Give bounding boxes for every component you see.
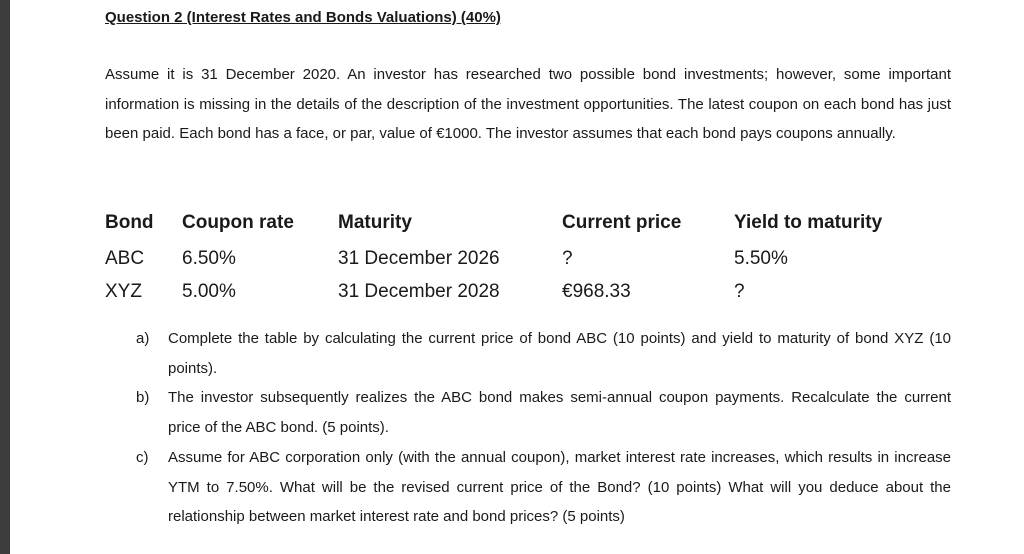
- question-letter: a): [136, 330, 150, 347]
- cell-bond: ABC: [105, 248, 145, 269]
- cell-coupon-rate: 5.00%: [182, 281, 236, 302]
- question-text: Complete the table by calculating the cu…: [168, 330, 951, 377]
- question-item-a: a) Complete the table by calculating the…: [136, 324, 951, 383]
- cell-current-price: ?: [562, 248, 573, 269]
- header-current-price: Current price: [562, 212, 682, 233]
- cell-bond: XYZ: [105, 281, 142, 302]
- question-item-c: c) Assume for ABC corporation only (with…: [136, 443, 951, 532]
- header-coupon-rate: Coupon rate: [182, 212, 294, 233]
- cell-yield-to-maturity: 5.50%: [734, 248, 788, 269]
- header-bond: Bond: [105, 212, 154, 233]
- question-item-b: b) The investor subsequently realizes th…: [136, 383, 951, 442]
- intro-paragraph: Assume it is 31 December 2020. An invest…: [105, 66, 951, 143]
- question-heading: Question 2 (Interest Rates and Bonds Val…: [105, 9, 501, 26]
- cell-coupon-rate: 6.50%: [182, 248, 236, 269]
- document-page: Question 2 (Interest Rates and Bonds Val…: [10, 0, 1024, 554]
- cell-yield-to-maturity: ?: [734, 281, 745, 302]
- question-letter: c): [136, 448, 149, 466]
- cell-current-price: €968.33: [562, 281, 631, 302]
- table-row: ABC 6.50% 31 December 2026 ? 5.50%: [105, 248, 1005, 280]
- question-list: a) Complete the table by calculating the…: [136, 324, 951, 532]
- header-yield-to-maturity: Yield to maturity: [734, 212, 883, 233]
- table-header-row: Bond Coupon rate Maturity Current price …: [105, 212, 1005, 244]
- question-letter: b): [136, 389, 150, 407]
- table-row: XYZ 5.00% 31 December 2028 €968.33 ?: [105, 281, 1005, 313]
- cell-maturity: 31 December 2028: [338, 281, 500, 302]
- cell-maturity: 31 December 2026: [338, 248, 500, 269]
- question-text: The investor subsequently realizes the A…: [168, 389, 951, 437]
- question-text: Assume for ABC corporation only (with th…: [168, 448, 951, 526]
- header-maturity: Maturity: [338, 212, 412, 233]
